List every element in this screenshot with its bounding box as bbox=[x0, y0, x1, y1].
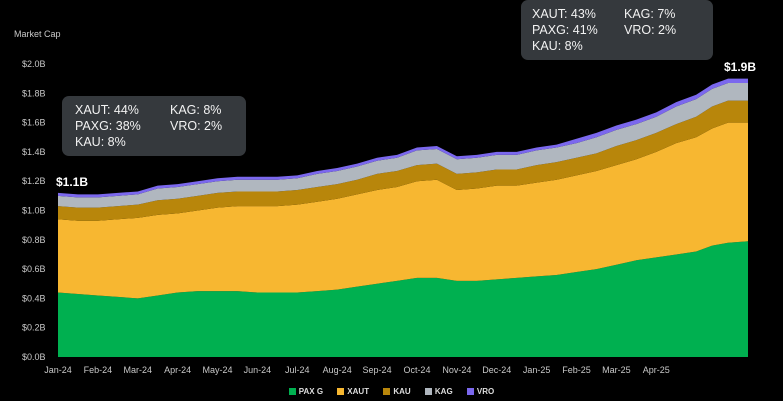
tooltip-start-kag: KAG: 8% bbox=[170, 103, 222, 117]
legend-swatch-paxg bbox=[288, 388, 296, 395]
x-tick-label: Feb-25 bbox=[562, 365, 591, 375]
y-tick-label: $0.0B bbox=[22, 352, 46, 362]
legend-label-xaut: XAUT bbox=[347, 387, 370, 396]
x-tick-label: May-24 bbox=[203, 365, 233, 375]
x-tick-label: Jan-25 bbox=[523, 365, 551, 375]
tooltip-start-kau: KAU: 8% bbox=[75, 135, 126, 149]
x-tick-label: Oct-24 bbox=[403, 365, 430, 375]
tooltip-start-vro: VRO: 2% bbox=[170, 119, 223, 133]
tooltip-start-xaut: XAUT: 44% bbox=[75, 103, 139, 117]
legend-swatch-vro bbox=[466, 388, 474, 395]
legend-item-paxg[interactable]: PAX G bbox=[288, 387, 324, 396]
area-xaut bbox=[58, 122, 748, 299]
area-kau bbox=[58, 100, 748, 221]
x-tick-label: Mar-25 bbox=[602, 365, 631, 375]
legend-item-vro[interactable]: VRO bbox=[466, 387, 495, 396]
y-axis-ticks: $0.0B $0.2B $0.4B $0.6B $0.8B $1.0B $1.2B $1.4B… bbox=[22, 59, 46, 362]
x-tick-label: Mar-24 bbox=[124, 365, 153, 375]
legend-label-kag: KAG bbox=[434, 387, 453, 396]
x-tick-label: Aug-24 bbox=[323, 365, 352, 375]
end-value-label: $1.9B bbox=[724, 60, 756, 74]
legend-swatch-xaut bbox=[337, 388, 345, 395]
tooltip-end-kau: KAU: 8% bbox=[532, 39, 583, 53]
y-tick-label: $1.4B bbox=[22, 147, 46, 157]
tooltip-end-xaut: XAUT: 43% bbox=[532, 7, 596, 21]
x-axis-ticks: Jan-24 Feb-24 Mar-24 Apr-24 May-24 Jun-24 Jul-… bbox=[44, 365, 670, 375]
legend-label-kau: KAU bbox=[393, 387, 411, 396]
x-tick-label: Feb-24 bbox=[84, 365, 113, 375]
tooltip-start-paxg: PAXG: 38% bbox=[75, 119, 141, 133]
tooltip-start: XAUT: 44% PAXG: 38% KAU: 8% KAG: 8% VRO:… bbox=[62, 96, 246, 156]
x-tick-label: Dec-24 bbox=[482, 365, 511, 375]
y-tick-label: $1.8B bbox=[22, 88, 46, 98]
series-layer bbox=[58, 78, 748, 357]
y-tick-label: $2.0B bbox=[22, 59, 46, 69]
y-tick-label: $1.2B bbox=[22, 176, 46, 186]
legend-item-xaut[interactable]: XAUT bbox=[337, 387, 369, 396]
legend-swatch-kau bbox=[383, 388, 391, 395]
x-tick-label: Nov-24 bbox=[442, 365, 471, 375]
x-tick-label: Apr-24 bbox=[164, 365, 191, 375]
y-tick-label: $0.2B bbox=[22, 323, 46, 333]
tooltip-end-paxg: PAXG: 41% bbox=[532, 23, 598, 37]
y-axis-title: Market Cap bbox=[14, 29, 61, 39]
legend-item-kau[interactable]: KAU bbox=[383, 387, 411, 396]
y-tick-label: $0.8B bbox=[22, 235, 46, 245]
legend-item-kag[interactable]: KAG bbox=[424, 387, 453, 396]
tooltip-end-vro: VRO: 2% bbox=[624, 23, 677, 37]
x-tick-label: Apr-25 bbox=[643, 365, 670, 375]
y-tick-label: $1.6B bbox=[22, 118, 46, 128]
y-tick-label: $1.0B bbox=[22, 206, 46, 216]
legend-label-vro: VRO bbox=[476, 387, 495, 396]
x-tick-label: Jan-24 bbox=[44, 365, 72, 375]
x-tick-label: Sep-24 bbox=[363, 365, 392, 375]
x-tick-label: Jun-24 bbox=[244, 365, 272, 375]
tooltip-end: XAUT: 43% PAXG: 41% KAU: 8% KAG: 7% VRO:… bbox=[521, 0, 713, 60]
tooltip-end-kag: KAG: 7% bbox=[624, 7, 676, 21]
y-tick-label: $0.4B bbox=[22, 293, 46, 303]
area-kag bbox=[58, 83, 748, 208]
y-tick-label: $0.6B bbox=[22, 264, 46, 274]
legend: PAX G XAUT KAU KAG VRO bbox=[0, 387, 783, 396]
legend-label-paxg: PAX G bbox=[298, 387, 324, 396]
x-tick-label: Jul-24 bbox=[285, 365, 310, 375]
start-value-label: $1.1B bbox=[56, 175, 88, 189]
area-paxg bbox=[58, 241, 748, 357]
legend-swatch-kag bbox=[424, 388, 432, 395]
